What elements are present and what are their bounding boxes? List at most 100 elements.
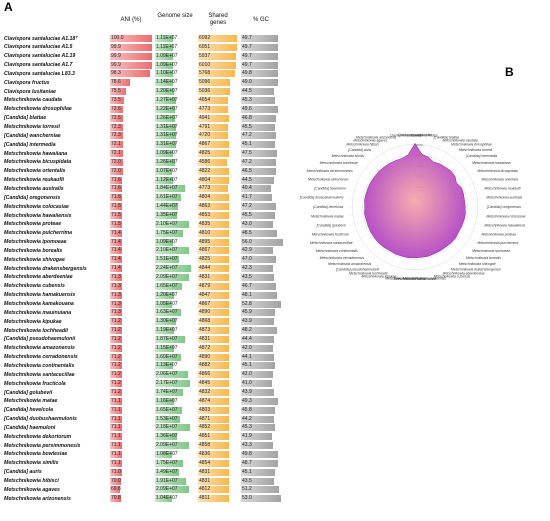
genome-size-cell-bar	[155, 477, 186, 485]
gc-cell-value: 44.5	[242, 176, 252, 183]
shared-genes-cell: 4804	[198, 194, 240, 202]
ani-cell-value: 71.1	[111, 450, 121, 457]
species-name: Metschnikowia australis	[4, 185, 64, 192]
ani-cell: 99.9	[110, 61, 152, 69]
gc-cell: 41.7	[241, 194, 283, 202]
ani-cell-value: 71.3	[111, 273, 121, 280]
shared-genes-cell-value: 4831	[199, 273, 211, 280]
species-name: Metschnikowia similis	[4, 460, 59, 467]
shared-genes-cell: 4720	[198, 132, 240, 140]
ani-cell-value: 72.3	[111, 123, 121, 130]
shared-genes-cell-bar	[198, 335, 229, 343]
ani-cell-bar	[110, 291, 122, 299]
radar-tick-label: 6000	[416, 143, 423, 147]
genome-size-cell-bar	[155, 61, 173, 69]
genome-size-cell-value: 1.05E+07	[156, 300, 178, 307]
genome-size-cell-value: 1.13E+07	[156, 362, 178, 369]
genome-size-cell: 1.05E+07	[155, 300, 197, 308]
ani-cell: 71.3	[110, 273, 152, 281]
ani-cell-bar	[110, 35, 152, 42]
genome-size-cell-bar	[155, 238, 173, 246]
ani-cell-value: 71.4	[111, 256, 121, 263]
genome-size-cell-value: 2.18E+07	[156, 424, 178, 431]
ani-cell-value: 71.1	[111, 433, 121, 440]
species-name: Metschnikowia persimmonesis	[4, 442, 81, 449]
genome-size-cell-bar	[155, 450, 173, 458]
gc-cell-bar	[241, 282, 277, 290]
ani-cell: 71.1	[110, 397, 152, 405]
gc-cell-bar	[241, 220, 274, 228]
genome-size-cell: 1.08E+07	[155, 450, 197, 458]
genome-size-cell-bar	[155, 220, 189, 228]
gc-cell-value: 43.0	[242, 220, 252, 227]
gc-cell: 46.7	[241, 282, 283, 290]
ani-cell-bar	[110, 486, 121, 494]
shared-genes-cell: 4852	[198, 424, 240, 432]
radar-category-label: Metschnikowia amazonensis	[328, 262, 371, 266]
ani-cell-bar	[110, 132, 123, 140]
gc-cell-value: 41.7	[242, 194, 252, 201]
ani-cell-value: 71.2	[111, 380, 121, 387]
shared-genes-cell-bar	[198, 150, 229, 158]
gc-cell-value: 53.0	[242, 495, 252, 502]
shared-genes-cell: 4866	[198, 371, 240, 379]
gc-cell: 41.9	[241, 433, 283, 441]
ani-cell-bar	[110, 424, 122, 432]
gc-cell: 49.6	[241, 105, 283, 113]
gc-cell-value: 49.3	[242, 397, 252, 404]
shared-genes-cell-value: 4831	[199, 335, 211, 342]
gc-cell-bar	[241, 327, 278, 335]
species-name: Metschnikowia colocasiae	[4, 203, 69, 210]
species-name: Metschnikowia torresii	[4, 124, 60, 130]
gc-cell-value: 42.0	[242, 371, 252, 378]
shared-genes-cell: 4879	[198, 282, 240, 290]
genome-size-cell-value: 2.06E+07	[156, 371, 178, 378]
ani-cell-value: 71.3	[111, 282, 121, 289]
genome-size-cell-value: 1.09E+07	[156, 61, 178, 68]
gc-cell-bar	[241, 132, 277, 140]
genome-size-cell: 2.09E+07	[155, 486, 197, 494]
shared-genes-cell-value: 4804	[199, 194, 211, 201]
genome-size-cell: 1.09E+07	[155, 52, 197, 60]
radar-category-label: Metschnikowia agaves	[353, 138, 387, 142]
shared-genes-cell: 4836	[198, 450, 240, 458]
species-name: [Candida] intermedia	[4, 141, 56, 148]
genome-size-cell-bar	[155, 194, 181, 202]
shared-genes-cell-bar	[198, 265, 229, 273]
species-name: Metschnikowia lochheadii	[4, 327, 68, 334]
ani-cell: 71.2	[110, 353, 152, 361]
genome-size-cell: 1.11E+07	[155, 43, 197, 51]
gc-cell-bar	[241, 52, 279, 60]
species-name: Metschnikowia reukaufii	[4, 177, 64, 184]
shared-genes-cell: 4844	[198, 265, 240, 273]
radar-category-label: Metschnikowia fructicola	[312, 233, 349, 237]
genome-size-cell-bar	[155, 212, 177, 219]
ani-cell: 71.1	[110, 433, 152, 441]
genome-size-cell-value: 1.75E+07	[156, 459, 178, 466]
gc-cell-value: 49.0	[242, 79, 252, 86]
gc-cell: 43.9	[241, 389, 283, 396]
gc-cell-bar	[241, 185, 272, 193]
species-name: Clavispora santaluciae A1.7	[4, 62, 73, 69]
gc-cell: 45.5	[241, 123, 283, 131]
gc-cell-bar	[241, 79, 278, 87]
species-name: Metschnikowia continentalis	[4, 362, 75, 369]
shared-genes-cell: 4804	[198, 176, 240, 184]
gc-cell-value: 48.2	[242, 327, 252, 334]
gc-cell: 46.8	[241, 114, 283, 122]
shared-genes-cell: 4832	[198, 389, 240, 396]
shared-genes-cell: 4825	[198, 150, 240, 158]
genome-size-cell-bar	[155, 158, 176, 166]
genome-size-cell: 1.44E+07	[155, 203, 197, 211]
shared-genes-cell-bar	[198, 132, 229, 140]
genome-size-cell-value: 1.87E+07	[156, 335, 178, 342]
genome-size-cell-bar	[155, 150, 173, 158]
genome-size-cell-value: 1.31E+07	[156, 132, 178, 139]
ani-cell-value: 71.1	[111, 406, 121, 413]
ani-cell-bar	[110, 123, 123, 131]
radar-series-shape	[364, 142, 466, 259]
shared-genes-cell-value: 4867	[199, 141, 211, 148]
gc-cell-bar	[241, 380, 272, 388]
gc-cell-value: 41.9	[242, 433, 252, 440]
species-name: [Candida] haemuloni	[4, 424, 56, 431]
